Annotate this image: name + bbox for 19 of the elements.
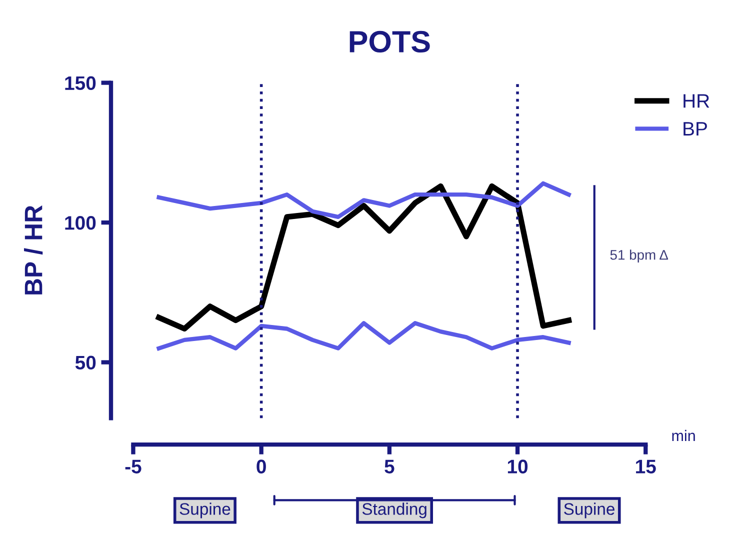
- chart-title: POTS: [350, 30, 430, 53]
- line-series: [156, 181, 571, 220]
- y-tick-label: 150: [65, 76, 96, 90]
- legend-label: BP: [684, 122, 707, 136]
- text: Standing: [362, 502, 426, 518]
- x-tick-label: 10: [508, 460, 528, 474]
- annotation: 51 bpm Δ: [610, 250, 668, 263]
- text: Supine: [564, 502, 614, 518]
- x-tick-label: -5: [125, 460, 142, 474]
- y-axis-title: BP / HR: [24, 205, 43, 294]
- y-tick-label: 50: [75, 356, 96, 370]
- line-series: [156, 321, 571, 350]
- y-tick-label: 100: [65, 216, 96, 230]
- legend-label: HR: [684, 94, 710, 108]
- x-tick-label: 0: [256, 460, 266, 474]
- x-tick-label: 5: [384, 460, 394, 474]
- x-tick-label: 15: [636, 460, 656, 474]
- text: Supine: [180, 502, 230, 518]
- x-axis-title: min: [672, 430, 695, 442]
